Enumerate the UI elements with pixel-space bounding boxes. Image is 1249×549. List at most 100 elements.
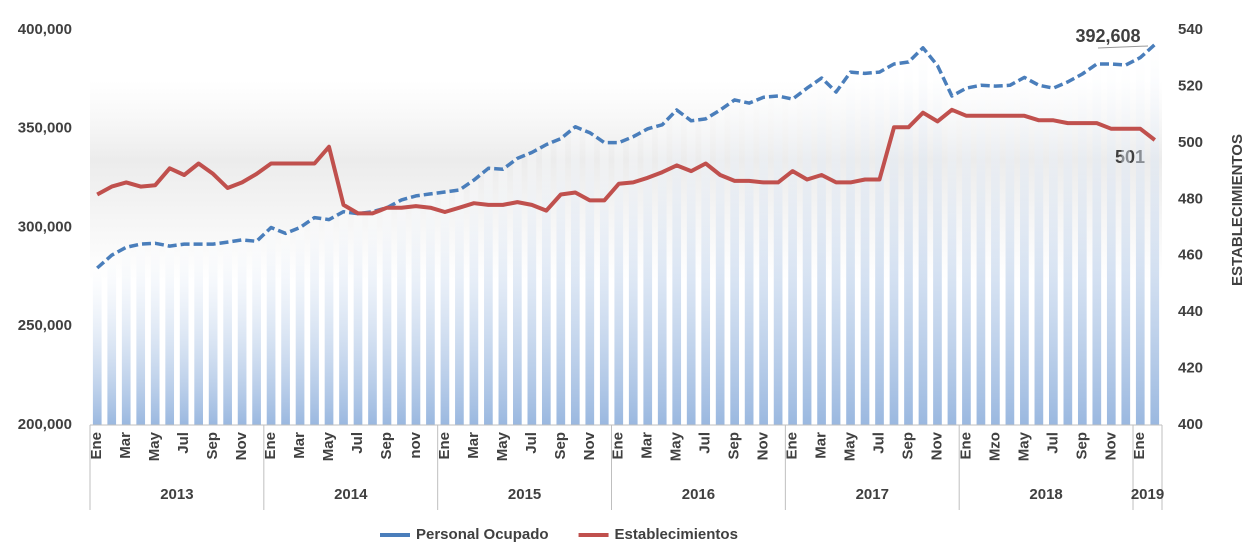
bar xyxy=(976,85,986,426)
x-tick-label: May xyxy=(668,431,685,461)
x-tick-label: Ene xyxy=(1131,432,1148,460)
bar xyxy=(773,95,783,425)
bar xyxy=(672,109,682,426)
x-tick-label: Sep xyxy=(726,432,743,460)
x-tick-label: May xyxy=(1015,431,1032,461)
bar xyxy=(701,118,711,425)
bar xyxy=(643,128,653,425)
y2-tick-label: 440 xyxy=(1178,303,1203,320)
annotation: 392,608 xyxy=(1075,26,1140,46)
series-line xyxy=(96,107,1157,216)
y2-tick-label: 500 xyxy=(1178,134,1203,151)
bar xyxy=(368,211,377,425)
x-tick-label: Sep xyxy=(1073,432,1090,460)
x-tick-label: Jul xyxy=(175,432,192,454)
bar xyxy=(715,109,725,426)
x-tick-label: Nov xyxy=(581,431,598,460)
bar xyxy=(223,242,232,425)
bar xyxy=(730,99,739,425)
bar xyxy=(107,255,117,425)
y2-tick-label: 460 xyxy=(1178,247,1203,264)
y2-tick-label: 520 xyxy=(1178,77,1203,94)
bar xyxy=(121,247,131,425)
x-tick-label: May xyxy=(494,431,511,461)
bar xyxy=(889,63,899,425)
x-tick-label: Mar xyxy=(291,432,308,459)
bar xyxy=(686,120,696,425)
x-tick-label: Mar xyxy=(117,432,134,459)
x-tick-label: Ene xyxy=(610,432,627,460)
bar xyxy=(860,73,870,425)
bar xyxy=(310,217,319,425)
x-tick-label: Jul xyxy=(1044,432,1061,454)
y-tick-label: 300,000 xyxy=(18,218,72,235)
y-tick-label: 250,000 xyxy=(18,317,72,334)
bar xyxy=(585,132,595,425)
bar xyxy=(150,243,160,425)
bar xyxy=(426,193,435,425)
y2-tick-label: 540 xyxy=(1178,21,1203,38)
bar xyxy=(831,92,841,425)
bar xyxy=(266,227,276,425)
x-tick-label: May xyxy=(146,431,163,461)
x-tick-label: Jul xyxy=(870,432,887,454)
bar xyxy=(933,65,942,426)
x-tick-label: May xyxy=(320,431,337,461)
bar xyxy=(962,88,971,425)
bar xyxy=(165,246,175,425)
bar xyxy=(614,142,624,425)
bar xyxy=(324,219,334,425)
bar xyxy=(947,95,957,425)
x-group-label: 2019 xyxy=(1131,486,1164,503)
x-group-label: 2013 xyxy=(160,486,193,503)
legend-label: Establecimientos xyxy=(615,526,738,543)
x-tick-label: Ene xyxy=(784,432,801,460)
x-tick-label: Mar xyxy=(465,432,482,459)
bar xyxy=(875,72,884,425)
bar xyxy=(92,267,102,425)
y-tick-label: 200,000 xyxy=(18,416,72,433)
bar xyxy=(991,86,1000,425)
y2-axis-label: ESTABLECIMIENTOS xyxy=(1229,134,1246,286)
bar xyxy=(1150,44,1160,425)
bar xyxy=(1106,63,1116,425)
bar xyxy=(498,169,508,425)
x-tick-label: Sep xyxy=(204,432,221,460)
bar xyxy=(1005,85,1015,426)
x-tick-label: Nov xyxy=(928,431,945,460)
bar xyxy=(455,189,464,425)
bar xyxy=(1077,74,1087,425)
bar xyxy=(281,233,290,425)
bar xyxy=(759,97,768,426)
bar xyxy=(179,244,189,425)
x-tick-label: nov xyxy=(407,431,424,458)
bar xyxy=(1092,63,1102,425)
x-tick-label: Sep xyxy=(552,432,569,460)
bar xyxy=(1135,57,1145,426)
x-tick-label: Sep xyxy=(899,432,916,460)
bar xyxy=(339,211,348,425)
bar xyxy=(904,61,913,426)
x-tick-label: Ene xyxy=(262,432,279,460)
bar xyxy=(1121,64,1131,426)
bar xyxy=(237,239,247,425)
bar xyxy=(1020,77,1029,426)
y2-tick-label: 420 xyxy=(1178,360,1203,377)
x-tick-label: Mar xyxy=(639,432,656,459)
bar xyxy=(788,99,797,425)
bar xyxy=(599,142,609,425)
bar xyxy=(397,199,406,425)
plot-background xyxy=(90,80,1162,280)
x-tick-label: May xyxy=(842,431,859,461)
bar xyxy=(1049,88,1058,425)
bar xyxy=(802,88,812,425)
bar xyxy=(744,103,754,425)
bar xyxy=(556,138,566,425)
x-group-label: 2017 xyxy=(856,486,889,503)
bar xyxy=(513,158,522,425)
x-tick-label: Sep xyxy=(378,432,395,460)
x-tick-label: Mar xyxy=(813,432,830,459)
bar xyxy=(295,227,305,425)
x-group-label: 2016 xyxy=(682,486,715,503)
